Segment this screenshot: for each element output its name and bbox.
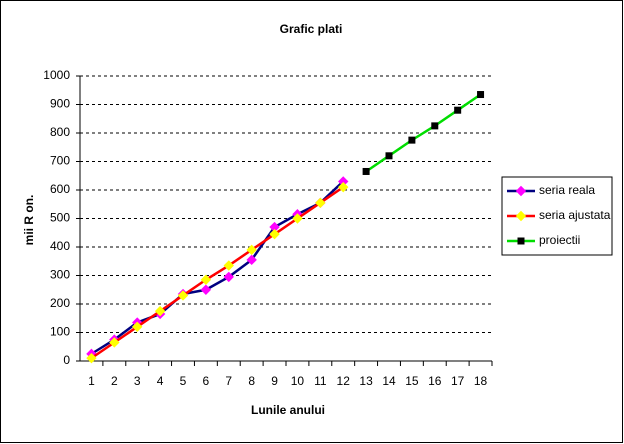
x-tick-label: 11 [314, 374, 327, 388]
x-tick-label: 9 [271, 374, 278, 388]
data-point [454, 106, 462, 114]
x-tick-label: 16 [428, 374, 442, 388]
x-tick-label: 3 [134, 374, 141, 388]
data-point [315, 197, 326, 209]
legend-label: proiectii [539, 233, 580, 247]
series-line [90, 186, 344, 360]
y-tick-label: 400 [50, 239, 70, 253]
data-point [109, 337, 120, 348]
data-point [338, 181, 349, 193]
data-point [154, 305, 166, 317]
data-point [431, 122, 439, 130]
x-tick-label: 8 [248, 374, 255, 388]
x-tick-label: 17 [451, 374, 465, 388]
x-tick-label: 7 [225, 374, 232, 388]
data-point [132, 321, 143, 333]
data-point [200, 284, 212, 295]
data-point [200, 274, 212, 285]
x-tick-label: 4 [157, 374, 164, 388]
x-tick-label: 10 [291, 374, 305, 388]
x-tick-label: 18 [474, 374, 488, 388]
legend-marker [515, 185, 527, 197]
y-tick-label: 300 [50, 268, 70, 282]
x-tick-label: 1 [88, 374, 95, 388]
y-tick-label: 900 [50, 97, 70, 111]
series-line [365, 93, 482, 173]
data-point [223, 260, 234, 271]
data-point [246, 254, 257, 266]
x-tick-label: 14 [382, 374, 396, 388]
data-point [408, 136, 416, 144]
x-tick-label: 5 [180, 374, 187, 388]
y-tick-label: 200 [50, 296, 70, 310]
series-line [90, 180, 345, 355]
data-point [362, 167, 370, 175]
x-tick-label: 12 [337, 374, 351, 388]
y-tick-label: 500 [50, 211, 70, 225]
data-point [223, 271, 234, 283]
data-point [477, 91, 485, 99]
legend-marker [515, 210, 527, 222]
legend-marker [517, 237, 525, 245]
y-tick-label: 700 [50, 154, 70, 168]
x-tick-label: 13 [359, 374, 373, 388]
data-point [269, 228, 280, 240]
x-tick-label: 2 [111, 374, 118, 388]
x-tick-label: 15 [405, 374, 419, 388]
data-point [177, 290, 189, 301]
chart-title: Grafic plati [280, 22, 343, 36]
y-tick-label: 800 [50, 125, 70, 139]
y-axis-label: mii R on. [22, 195, 36, 246]
data-point [86, 352, 97, 364]
x-axis-label: Lunile anului [251, 403, 325, 417]
data-point [385, 152, 393, 160]
y-tick-label: 600 [50, 182, 70, 196]
data-point [292, 213, 303, 224]
y-tick-label: 1000 [43, 68, 70, 82]
x-tick-label: 6 [203, 374, 210, 388]
legend-label: seria reala [539, 183, 595, 197]
y-tick-label: 100 [50, 325, 70, 339]
y-tick-label: 0 [63, 353, 70, 367]
legend-label: seria ajustata [539, 208, 611, 222]
data-point [246, 244, 257, 256]
